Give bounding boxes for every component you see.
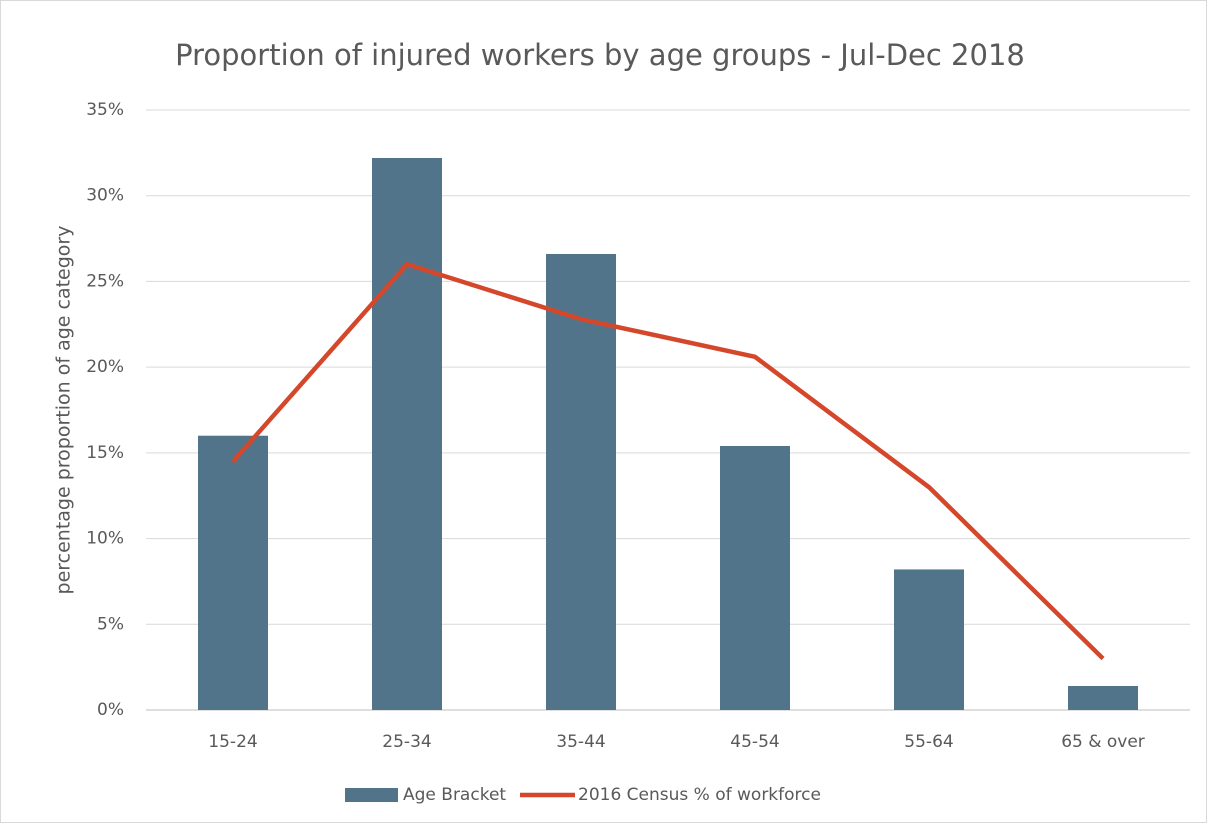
x-tick-label: 25-34 (382, 732, 431, 752)
y-tick-label: 15% (86, 443, 124, 463)
y-tick-label: 10% (86, 529, 124, 549)
y-tick-label: 30% (86, 186, 124, 206)
y-axis-label: percentage proportion of age category (53, 226, 75, 595)
y-tick-label: 0% (97, 700, 124, 720)
y-tick-label: 5% (97, 614, 124, 634)
bar (198, 435, 268, 710)
y-tick-label: 35% (86, 100, 124, 120)
bar (372, 158, 442, 710)
x-tick-label: 35-44 (556, 732, 605, 752)
x-tick-label: 55-64 (904, 732, 953, 752)
y-tick-label: 20% (86, 357, 124, 377)
bar (1068, 686, 1138, 710)
x-tick-label: 15-24 (208, 732, 257, 752)
legend-label: Age Bracket (403, 785, 506, 805)
bar (720, 446, 790, 710)
y-tick-label: 25% (86, 271, 124, 291)
x-tick-label: 65 & over (1061, 732, 1145, 752)
legend-label: 2016 Census % of workforce (578, 785, 821, 805)
x-tick-label: 45-54 (730, 732, 779, 752)
chart-title: Proportion of injured workers by age gro… (175, 38, 1025, 72)
bar (894, 569, 964, 710)
legend-swatch (345, 788, 398, 802)
bar (546, 254, 616, 710)
line (231, 262, 1105, 661)
